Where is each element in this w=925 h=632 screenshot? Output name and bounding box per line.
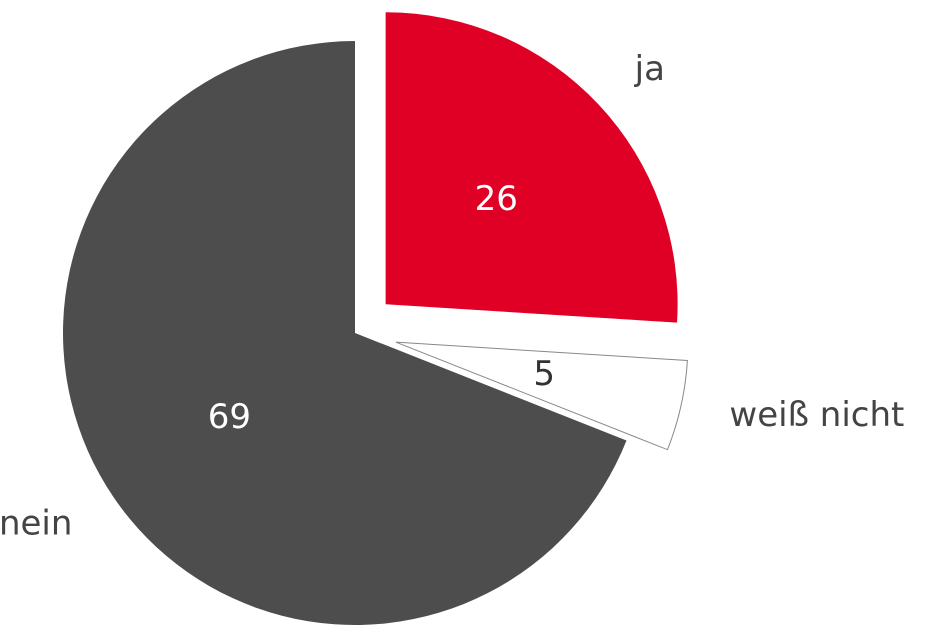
pie-slice [63,41,627,625]
value-label: 5 [533,354,555,394]
category-label: ja [634,49,665,89]
category-label: nein [0,504,72,544]
pie-slice [395,341,688,451]
pie-slice [385,12,678,323]
value-label: 69 [208,397,251,437]
category-label: weiß nicht [729,395,904,435]
value-label: 26 [475,179,518,219]
